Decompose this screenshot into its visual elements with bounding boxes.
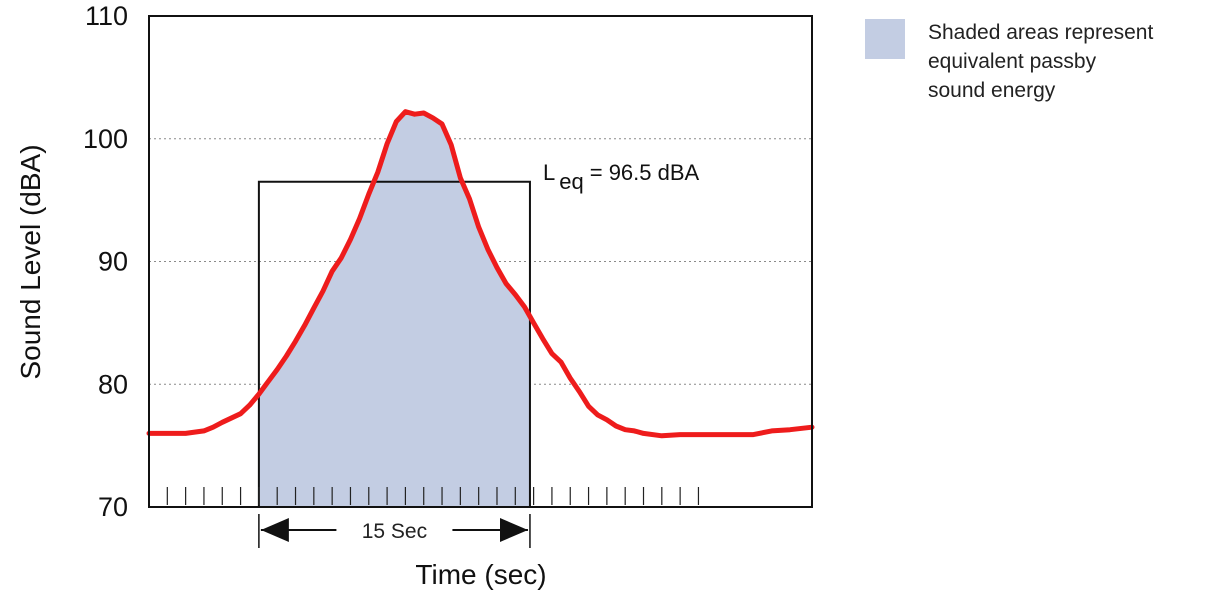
- leq-level-outline: [257, 180, 531, 507]
- legend-line-2: equivalent passby: [928, 50, 1097, 73]
- leq-l: L: [543, 160, 555, 185]
- series-group: [146, 109, 815, 439]
- x-minor-ticks: [166, 487, 700, 505]
- leq-value: = 96.5 dBA: [590, 160, 700, 185]
- plot-frame: [148, 15, 813, 508]
- shaded-energy-area: [258, 111, 530, 508]
- y-tick-labels: 70 80 90 100 110: [83, 1, 128, 522]
- sound-level-line: [146, 109, 815, 439]
- legend-line-3: sound energy: [928, 79, 1056, 102]
- y-tick-label-80: 80: [98, 369, 128, 399]
- window-label: 15 Sec: [362, 520, 427, 543]
- leq-subscript: eq: [559, 169, 583, 194]
- y-tick-label-70: 70: [98, 492, 128, 522]
- y-tick-label-110: 110: [85, 1, 128, 31]
- y-axis-title: Sound Level (dBA): [15, 144, 46, 379]
- duration-indicator: 15 Sec: [258, 514, 531, 548]
- legend-swatch: [865, 19, 905, 59]
- legend-line-1: Shaded areas represent: [928, 21, 1153, 44]
- x-axis-title: Time (sec): [415, 559, 546, 590]
- y-tick-label-90: 90: [98, 247, 128, 277]
- shaded-area-polygon: [258, 111, 530, 508]
- leq-rectangle: [257, 180, 531, 507]
- legend: Shaded areas represent equivalent passby…: [865, 19, 1153, 102]
- y-tick-label-100: 100: [83, 124, 128, 154]
